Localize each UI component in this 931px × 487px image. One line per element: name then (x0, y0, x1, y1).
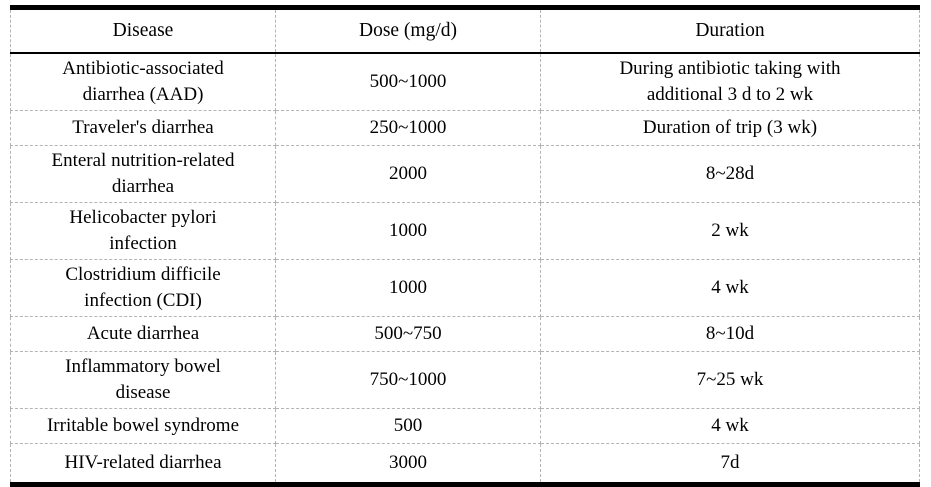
duration-cell: Duration of trip (3 wk) (540, 110, 920, 146)
dosage-table-container: Disease Dose (mg/d) Duration Antibiotic-… (10, 5, 920, 487)
header-row: Disease Dose (mg/d) Duration (10, 7, 920, 54)
duration-cell: 7~25 wk (540, 351, 920, 409)
duration-cell: 4 wk (540, 259, 920, 317)
disease-cell: Antibiotic-associated diarrhea (AAD) (10, 52, 276, 111)
disease-cell: Acute diarrhea (10, 316, 276, 352)
dose-cell: 1000 (275, 202, 541, 260)
column-header-duration: Duration (540, 7, 920, 54)
table-row: Irritable bowel syndrome 500 4 wk (10, 408, 920, 444)
table-row: Antibiotic-associated diarrhea (AAD) 500… (10, 52, 920, 111)
duration-cell: 8~10d (540, 316, 920, 352)
duration-cell: 8~28d (540, 145, 920, 203)
column-header-dose: Dose (mg/d) (275, 7, 541, 54)
dose-cell: 750~1000 (275, 351, 541, 409)
duration-cell: During antibiotic taking with additional… (540, 52, 920, 111)
disease-cell: Inflammatory bowel disease (10, 351, 276, 409)
disease-cell: Helicobacter pylori infection (10, 202, 276, 260)
table-row: HIV-related diarrhea 3000 7d (10, 443, 920, 485)
table-row: Acute diarrhea 500~750 8~10d (10, 316, 920, 352)
table-row: Traveler's diarrhea 250~1000 Duration of… (10, 110, 920, 146)
disease-cell: HIV-related diarrhea (10, 443, 276, 485)
disease-cell: Clostridium difficile infection (CDI) (10, 259, 276, 317)
table-row: Enteral nutrition-related diarrhea 2000 … (10, 145, 920, 203)
duration-cell: 2 wk (540, 202, 920, 260)
dose-cell: 1000 (275, 259, 541, 317)
dose-cell: 3000 (275, 443, 541, 485)
dose-cell: 500~750 (275, 316, 541, 352)
dose-cell: 2000 (275, 145, 541, 203)
column-header-disease: Disease (10, 7, 276, 54)
dose-cell: 500~1000 (275, 52, 541, 111)
dose-cell: 250~1000 (275, 110, 541, 146)
disease-dose-duration-table: Disease Dose (mg/d) Duration Antibiotic-… (10, 5, 920, 487)
table-row: Clostridium difficile infection (CDI) 10… (10, 259, 920, 317)
duration-cell: 7d (540, 443, 920, 485)
dose-cell: 500 (275, 408, 541, 444)
table-row: Helicobacter pylori infection 1000 2 wk (10, 202, 920, 260)
duration-cell: 4 wk (540, 408, 920, 444)
disease-cell: Traveler's diarrhea (10, 110, 276, 146)
table-row: Inflammatory bowel disease 750~1000 7~25… (10, 351, 920, 409)
disease-cell: Irritable bowel syndrome (10, 408, 276, 444)
disease-cell: Enteral nutrition-related diarrhea (10, 145, 276, 203)
